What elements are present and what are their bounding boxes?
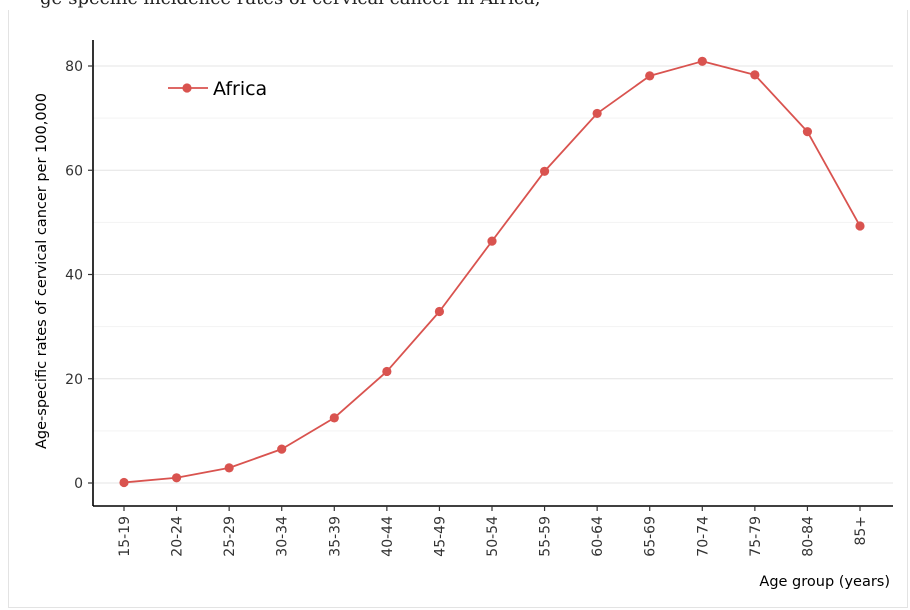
y-tick-label: 20 <box>65 372 83 388</box>
data-point <box>697 56 707 66</box>
data-point <box>855 221 865 231</box>
y-tick-label: 40 <box>65 268 83 284</box>
x-axis-title: Age group (years) <box>759 574 890 590</box>
x-tick-label: 40-44 <box>380 516 396 557</box>
partial-heading-text: ge-specific incidence rates of cervical … <box>40 0 540 9</box>
x-tick-label: 60-64 <box>590 516 606 557</box>
x-tick-label: 45-49 <box>432 516 448 557</box>
x-tick-label: 65-69 <box>643 516 659 557</box>
x-tick-label: 30-34 <box>275 516 291 557</box>
x-tick-label: 85+ <box>853 516 869 546</box>
x-tick-label: 80-84 <box>800 516 816 557</box>
x-tick-label: 15-19 <box>117 516 133 557</box>
data-point <box>645 71 655 81</box>
top-partial-heading: ge-specific incidence rates of cervical … <box>0 0 910 10</box>
data-point <box>224 463 234 473</box>
x-tick-label: 25-29 <box>222 516 238 557</box>
data-point <box>119 477 129 488</box>
x-tick-label: 75-79 <box>748 516 764 557</box>
y-axis-ticks: 0 20 40 60 80 <box>65 59 93 492</box>
legend-marker-swatch <box>182 83 192 93</box>
y-axis-title: Age-specific rates of cervical cancer pe… <box>34 93 50 449</box>
y-tick-label: 60 <box>65 163 83 179</box>
series-line <box>123 60 861 484</box>
legend: Africa <box>168 78 267 100</box>
data-point <box>434 306 445 317</box>
data-point <box>539 166 550 176</box>
grid-layer <box>93 65 893 484</box>
data-point <box>802 127 813 137</box>
y-tick-label: 0 <box>74 476 83 492</box>
data-point <box>171 473 182 483</box>
legend-label-africa: Africa <box>213 78 267 100</box>
x-tick-label: 20-24 <box>170 516 186 557</box>
x-tick-label: 55-59 <box>538 516 554 557</box>
x-axis-ticks: 15-19 20-24 25-29 30-34 35-39 40-44 45-49 50-54… <box>117 506 869 557</box>
data-point <box>277 444 287 454</box>
data-point <box>382 366 392 377</box>
data-point <box>750 70 760 80</box>
data-point <box>487 236 497 246</box>
y-tick-label: 80 <box>65 59 83 75</box>
x-tick-label: 35-39 <box>327 516 343 557</box>
series-layer <box>119 56 865 488</box>
data-point <box>329 413 339 423</box>
chart-frame <box>8 10 908 608</box>
x-tick-label: 50-54 <box>485 516 501 557</box>
x-tick-label: 70-74 <box>695 516 711 557</box>
data-point <box>592 108 602 119</box>
